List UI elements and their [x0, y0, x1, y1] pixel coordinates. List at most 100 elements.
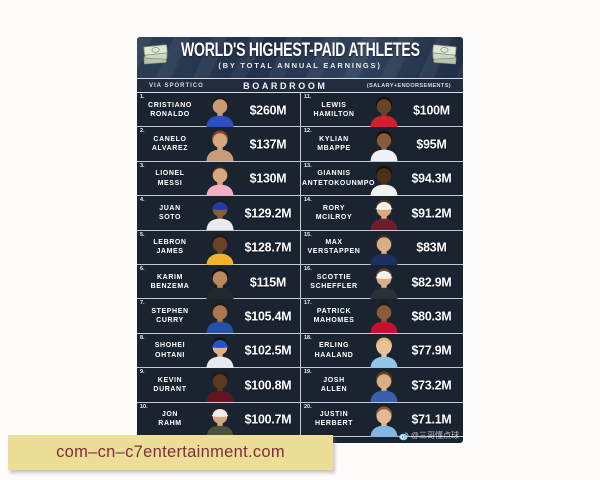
athlete-row: 17. PATRICK MAHOMES $80.3M: [300, 299, 463, 334]
earnings-amount: $100.8M: [244, 377, 292, 393]
athlete-name: CANELO ALVAREZ: [151, 135, 189, 153]
athlete-headshot: [367, 127, 401, 162]
athlete-headshot: [203, 127, 237, 162]
athlete-name: LIONEL MESSI: [155, 170, 185, 187]
athlete-row: 12. KYLIAN MBAPPE $95M: [300, 127, 463, 162]
rank-label: 19.: [304, 369, 312, 376]
watermark-text: @三哥懂点球: [410, 431, 459, 440]
rank-label: 2.: [140, 128, 145, 135]
author-watermark: @三哥懂点球: [399, 430, 459, 441]
rank-label: 1.: [140, 94, 145, 100]
athlete-row: 11. LEWIS HAMILTON $100M: [300, 93, 463, 128]
athlete-name: ERLING HAALAND: [314, 342, 354, 359]
rank-label: 18.: [304, 334, 312, 341]
url-overlay-text: com–cn–c7entertainment.com: [56, 443, 285, 461]
earnings-amount: $77.9M: [411, 342, 452, 358]
earnings-amount: $95M: [416, 136, 447, 152]
athlete-row: 3. LIONEL MESSI $130M: [137, 162, 300, 197]
athlete-name: LEWIS HAMILTON: [313, 101, 355, 118]
money-stack-icon: [142, 44, 170, 71]
athlete-headshot: [203, 403, 237, 437]
athlete-headshot: [367, 403, 401, 437]
athlete-headshot: [203, 334, 237, 368]
earnings-amount: $82.9M: [411, 274, 452, 290]
earnings-amount: $105.4M: [244, 308, 292, 324]
athlete-headshot: [203, 162, 237, 196]
athlete-row: 10. JON RAHM $100.7M: [137, 403, 300, 437]
rank-label: 13.: [304, 162, 312, 169]
athlete-headshot: [367, 231, 401, 265]
athlete-name: KEVIN DURANT: [153, 376, 187, 393]
athlete-name: LEBRON JAMES: [153, 239, 187, 256]
rank-label: 8.: [140, 334, 145, 341]
athlete-row: 15. MAX VERSTAPPEN $83M: [300, 230, 463, 265]
athlete-row: 16. SCOTTIE SCHEFFLER $82.9M: [300, 264, 463, 300]
athlete-row: 19. JOSH ALLEN $73.2M: [300, 368, 463, 403]
earnings-amount: $91.2M: [411, 205, 452, 221]
athlete-row: 6. KARIM BENZEMA $115M: [137, 265, 300, 300]
rank-label: 11.: [304, 94, 312, 100]
athlete-name: RORY MCILROY: [315, 204, 353, 221]
athlete-row: 2. CANELO ALVAREZ $137M: [137, 127, 300, 162]
athlete-headshot: [367, 299, 401, 334]
athlete-name: JON RAHM: [158, 411, 182, 428]
athlete-name: MAX VERSTAPPEN: [307, 239, 361, 256]
athlete-headshot: [203, 196, 237, 231]
url-overlay-box: com–cn–c7entertainment.com: [8, 435, 333, 470]
athlete-row: 5. LEBRON JAMES $128.7M: [137, 231, 300, 265]
athletes-infographic: WORLD'S HIGHEST-PAID ATHLETES (BY TOTAL …: [137, 37, 463, 443]
rank-label: 9.: [140, 369, 145, 376]
athlete-name: PATRICK MAHOMES: [313, 307, 355, 325]
athlete-rows: 1. CRISTIANO RONALDO $260M 2. CANELO ALVAR…: [137, 93, 463, 437]
rank-label: 6.: [140, 265, 145, 272]
athlete-row: 18. ERLING HAALAND $77.9M: [300, 333, 463, 369]
source-center-label: BOARDROOM: [243, 80, 328, 91]
athlete-headshot: [367, 334, 401, 368]
athlete-headshot: [203, 93, 237, 127]
source-right-label: (SALARY+ENDORSEMENTS): [366, 82, 451, 89]
athlete-headshot: [203, 299, 237, 334]
athlete-name: CRISTIANO RONALDO: [148, 101, 192, 118]
earnings-amount: $128.7M: [244, 239, 292, 255]
earnings-amount: $260M: [249, 102, 287, 118]
athlete-row: 8. SHOHEI OHTANI $102.5M: [137, 334, 300, 369]
athlete-headshot: [203, 231, 237, 265]
weibo-icon: [399, 431, 409, 440]
athlete-headshot: [203, 368, 237, 403]
source-bar: VIA SPORTICO BOARDROOM (SALARY+ENDORSEME…: [137, 79, 463, 93]
earnings-amount: $137M: [249, 136, 287, 152]
rank-label: 12.: [304, 128, 312, 135]
athlete-name: GIANNIS ANTETOKOUNMPO: [302, 170, 376, 187]
earnings-amount: $130M: [249, 170, 287, 186]
page-title: WORLD'S HIGHEST-PAID ATHLETES: [180, 40, 420, 61]
infographic-header: WORLD'S HIGHEST-PAID ATHLETES (BY TOTAL …: [137, 37, 463, 79]
athlete-row: 7. STEPHEN CURRY $105.4M: [137, 299, 300, 334]
athlete-headshot: [203, 265, 237, 299]
athlete-headshot: [367, 265, 401, 299]
rank-label: 4.: [140, 197, 145, 204]
money-stack-icon: [430, 44, 458, 71]
earnings-amount: $100M: [413, 102, 450, 118]
athlete-name: JUSTIN HERBERT: [314, 411, 354, 428]
rank-label: 17.: [304, 300, 312, 307]
athlete-name: SCOTTIE SCHEFFLER: [310, 273, 358, 290]
athlete-row: 13. GIANNIS ANTETOKOUNMPO $94.3M: [300, 161, 463, 197]
earnings-amount: $115M: [249, 274, 287, 290]
earnings-amount: $102.5M: [244, 342, 292, 358]
athlete-name: JOSH ALLEN: [320, 376, 348, 393]
rank-label: 14.: [304, 197, 312, 204]
athlete-row: 1. CRISTIANO RONALDO $260M: [137, 93, 300, 128]
earnings-amount: $83M: [416, 239, 447, 255]
athlete-headshot: [367, 93, 401, 127]
athlete-row: 4. JUAN SOTO $129.2M: [137, 196, 300, 231]
earnings-amount: $94.3M: [411, 170, 452, 186]
earnings-amount: $80.3M: [411, 308, 452, 324]
rank-label: 15.: [304, 231, 312, 238]
rank-label: 20.: [304, 403, 312, 410]
athlete-headshot: [367, 162, 401, 196]
earnings-amount: $73.2M: [411, 377, 452, 393]
athlete-name: KYLIAN MBAPPE: [317, 135, 351, 153]
athlete-name: JUAN SOTO: [158, 204, 182, 221]
source-left-label: VIA SPORTICO: [149, 82, 204, 89]
athlete-name: STEPHEN CURRY: [151, 307, 189, 325]
